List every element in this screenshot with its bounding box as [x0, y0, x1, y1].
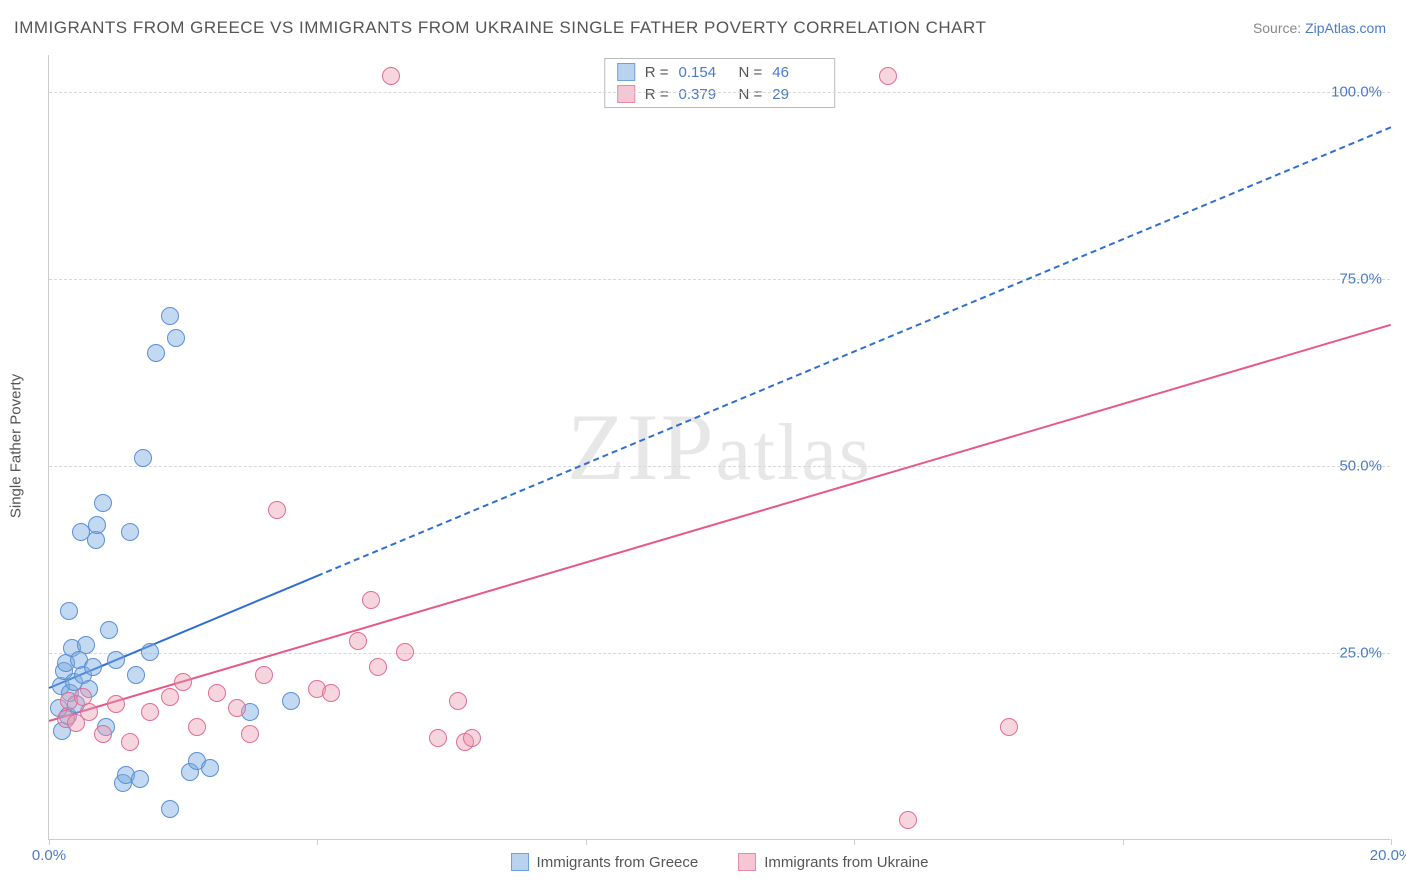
legend-swatch [511, 853, 529, 871]
trend-line [317, 126, 1391, 576]
n-label: N = [739, 86, 763, 103]
series-label: Immigrants from Greece [537, 854, 699, 871]
series-legend-item: Immigrants from Ukraine [738, 853, 928, 871]
r-value: 0.379 [679, 86, 729, 103]
scatter-point [463, 729, 481, 747]
scatter-point [161, 800, 179, 818]
scatter-point [879, 67, 897, 85]
r-label: R = [645, 64, 669, 81]
scatter-point [100, 621, 118, 639]
scatter-point [134, 449, 152, 467]
chart-title: IMMIGRANTS FROM GREECE VS IMMIGRANTS FRO… [14, 18, 986, 38]
n-label: N = [739, 64, 763, 81]
scatter-point [80, 703, 98, 721]
scatter-point [77, 636, 95, 654]
scatter-point [174, 673, 192, 691]
series-legend-item: Immigrants from Greece [511, 853, 699, 871]
scatter-point [396, 643, 414, 661]
scatter-point [201, 759, 219, 777]
scatter-point [107, 651, 125, 669]
scatter-point [141, 703, 159, 721]
scatter-point [228, 699, 246, 717]
scatter-point [899, 811, 917, 829]
x-tick [49, 839, 50, 845]
scatter-point [147, 344, 165, 362]
scatter-point [121, 523, 139, 541]
scatter-point [362, 591, 380, 609]
n-value: 29 [772, 86, 822, 103]
scatter-point [449, 692, 467, 710]
scatter-point [349, 632, 367, 650]
x-tick [1391, 839, 1392, 845]
source-attribution: Source: ZipAtlas.com [1253, 20, 1386, 36]
stats-legend-row: R = 0.379 N = 29 [605, 83, 835, 105]
x-tick-label: 20.0% [1370, 847, 1406, 864]
y-tick-label: 100.0% [1331, 84, 1382, 101]
source-link[interactable]: ZipAtlas.com [1305, 20, 1386, 36]
x-tick [586, 839, 587, 845]
r-label: R = [645, 86, 669, 103]
scatter-point [255, 666, 273, 684]
x-tick [854, 839, 855, 845]
scatter-point [268, 501, 286, 519]
x-tick-label: 0.0% [32, 847, 66, 864]
stats-legend: R = 0.154 N = 46 R = 0.379 N = 29 [604, 58, 836, 108]
scatter-point [107, 695, 125, 713]
scatter-point [167, 329, 185, 347]
legend-swatch [617, 85, 635, 103]
chart-plot-area: ZIPatlas R = 0.154 N = 46 R = 0.379 N = … [48, 55, 1390, 840]
scatter-point [322, 684, 340, 702]
scatter-point [131, 770, 149, 788]
scatter-point [1000, 718, 1018, 736]
gridline [49, 279, 1390, 280]
legend-swatch [617, 63, 635, 81]
scatter-point [429, 729, 447, 747]
y-tick-label: 25.0% [1339, 645, 1382, 662]
scatter-point [241, 725, 259, 743]
x-tick [317, 839, 318, 845]
gridline [49, 653, 1390, 654]
scatter-point [84, 658, 102, 676]
x-tick [1123, 839, 1124, 845]
scatter-point [208, 684, 226, 702]
r-value: 0.154 [679, 64, 729, 81]
scatter-point [188, 718, 206, 736]
y-tick-label: 50.0% [1339, 458, 1382, 475]
source-label: Source: [1253, 20, 1305, 36]
scatter-point [141, 643, 159, 661]
gridline [49, 92, 1390, 93]
n-value: 46 [772, 64, 822, 81]
scatter-point [282, 692, 300, 710]
scatter-point [369, 658, 387, 676]
y-tick-label: 75.0% [1339, 271, 1382, 288]
y-axis-label: Single Father Poverty [8, 374, 25, 518]
scatter-point [60, 602, 78, 620]
trend-line [49, 324, 1392, 722]
legend-swatch [738, 853, 756, 871]
scatter-point [127, 666, 145, 684]
scatter-point [94, 494, 112, 512]
scatter-point [88, 516, 106, 534]
scatter-point [161, 688, 179, 706]
scatter-point [382, 67, 400, 85]
scatter-point [121, 733, 139, 751]
scatter-point [94, 725, 112, 743]
stats-legend-row: R = 0.154 N = 46 [605, 61, 835, 83]
series-label: Immigrants from Ukraine [764, 854, 928, 871]
gridline [49, 466, 1390, 467]
scatter-point [161, 307, 179, 325]
series-legend: Immigrants from Greece Immigrants from U… [511, 853, 929, 871]
